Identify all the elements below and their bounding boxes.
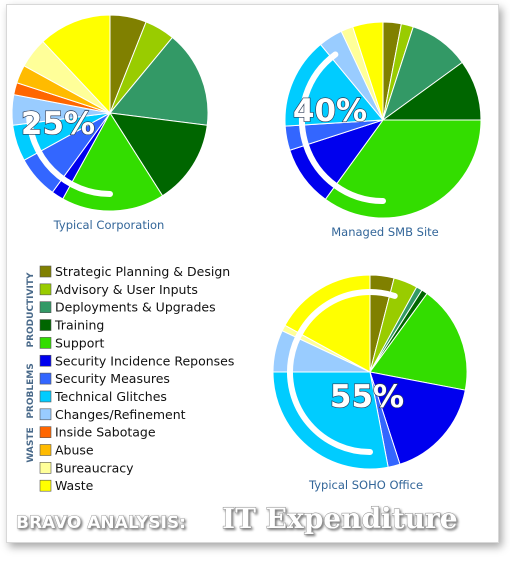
pie-slice [284, 274, 371, 373]
legend-label: Advisory & User Inputs [55, 282, 198, 297]
legend-item: Abuse [39, 443, 94, 458]
legend-item: Security Measures [39, 371, 170, 386]
progress-arc [299, 51, 386, 204]
legend-item: Advisory & User Inputs [39, 282, 198, 297]
pie-chart: 40% [284, 21, 482, 219]
pie-slice [324, 119, 482, 219]
legend-item: Waste [39, 478, 94, 493]
legend-swatch [39, 337, 52, 349]
progress-arc [26, 110, 113, 197]
chart-caption: Typical SOHO Office [308, 478, 423, 492]
legend-swatch [39, 444, 52, 456]
pie-slice [109, 36, 209, 126]
percent-label: 55% [330, 379, 404, 415]
legend-label: Changes/Refinement [55, 407, 186, 422]
legend-item: Inside Sabotage [39, 425, 156, 440]
legend-swatch [39, 301, 52, 314]
legend-item: Technical Glitches [39, 389, 167, 404]
legend-label: Strategic Planning & Design [55, 264, 230, 279]
pie-slice [369, 371, 466, 465]
legend-group-label: PRODUCTIVITY [26, 272, 36, 348]
legend-item: Changes/Refinement [39, 407, 186, 422]
legend-item: Bureaucracy [39, 460, 134, 475]
percent-label: 25% [21, 106, 95, 142]
footer-title: IT Expenditure [222, 502, 458, 535]
pie-chart: 25% [11, 14, 209, 212]
legend-label: Support [55, 335, 105, 350]
chart-caption: Typical Corporation [53, 218, 165, 232]
legend-label: Abuse [55, 443, 94, 458]
legend-swatch [39, 354, 52, 367]
legend-swatch [39, 372, 52, 385]
pie-chart: 55% [272, 274, 468, 470]
legend-group-label: WASTE [26, 427, 36, 462]
chart-caption: Managed SMB Site [331, 225, 438, 239]
legend-swatch [39, 479, 52, 492]
legend-item: Deployments & Upgrades [39, 300, 216, 315]
legend-label: Security Incidence Reponses [55, 353, 234, 368]
legend-item: Support [39, 335, 105, 350]
progress-arc [287, 289, 398, 455]
legend-swatch [39, 283, 52, 296]
legend-label: Bureaucracy [55, 460, 134, 475]
legend-item: Strategic Planning & Design [39, 264, 230, 279]
legend-swatch [39, 319, 52, 331]
legend-swatch [39, 462, 52, 474]
pie-slice [352, 21, 384, 121]
legend-swatch [39, 265, 52, 278]
legend: Strategic Planning & Design Advisory & Us… [39, 264, 234, 493]
legend-swatch [39, 426, 52, 438]
legend-label: Technical Glitches [54, 389, 167, 404]
pie-slice [284, 43, 385, 127]
legend-label: Deployments & Upgrades [55, 300, 216, 315]
footer-prefix: BRAVO ANALYSIS: [16, 513, 186, 533]
legend-label: Security Measures [55, 371, 170, 386]
pie-slice [62, 112, 164, 212]
legend-group-label: PROBLEMS [26, 363, 36, 418]
legend-swatch [39, 390, 52, 403]
legend-label: Waste [55, 478, 94, 493]
pie-slice [272, 371, 389, 470]
legend-swatch [39, 408, 52, 421]
legend-label: Inside Sabotage [55, 425, 156, 440]
pie-slice [42, 14, 111, 115]
legend-item: Security Incidence Reponses [39, 353, 234, 368]
legend-item: Training [39, 318, 104, 333]
pie-slice [109, 112, 208, 197]
pie-slice [369, 292, 468, 391]
percent-label: 40% [293, 93, 367, 129]
legend-label: Training [54, 318, 104, 333]
